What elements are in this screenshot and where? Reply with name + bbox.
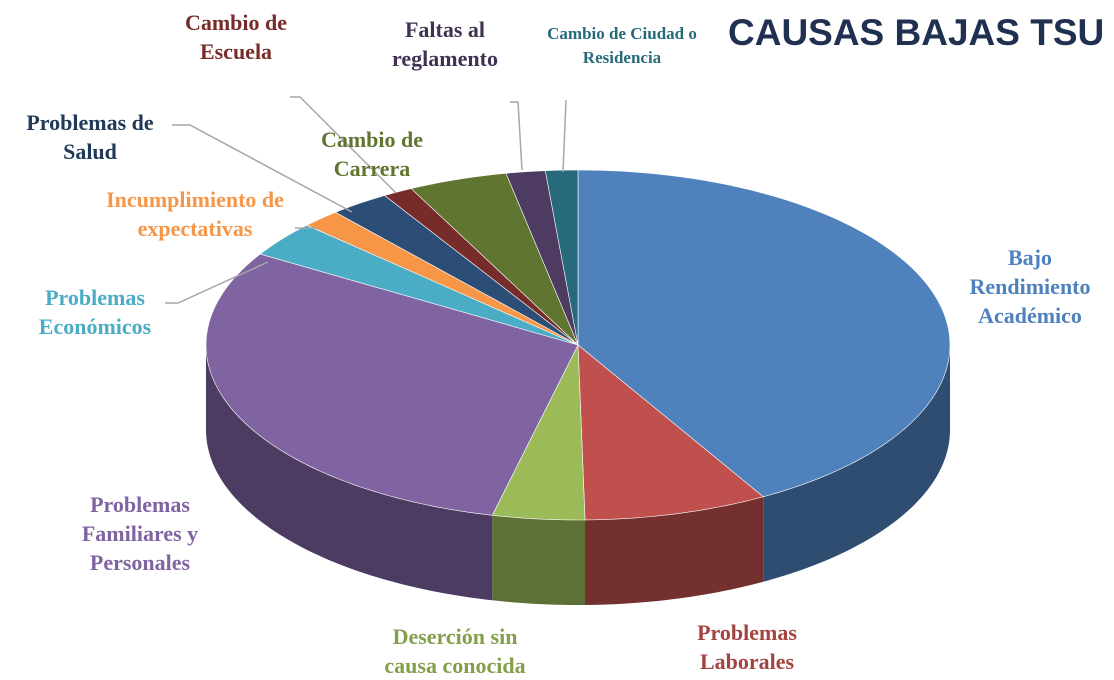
slice-label: Problemas Económicos	[38, 285, 152, 339]
slice-label: Deserción sin causa conocida	[384, 624, 526, 678]
slice	[491, 343, 586, 521]
slice	[505, 170, 579, 346]
leader-line	[165, 261, 269, 304]
slice-side	[492, 515, 586, 605]
slice-side	[206, 345, 493, 601]
slice	[577, 344, 764, 521]
leader-line	[510, 101, 523, 171]
leader-line	[172, 124, 353, 213]
slice	[544, 169, 579, 346]
slice-side	[763, 345, 950, 582]
slice-label: Faltas al reglamento	[392, 17, 498, 71]
slice-side	[585, 496, 764, 605]
chart-title: CAUSAS BAJAS TSU	[728, 12, 1105, 53]
slice-label: Cambio de Carrera	[320, 127, 424, 181]
slice-label: Problemas Laborales	[697, 620, 797, 674]
slice-label: Incumplimiento de expectativas	[106, 187, 284, 241]
slice	[205, 253, 579, 516]
leader-line	[562, 99, 567, 173]
leader-line	[290, 96, 397, 194]
slice	[306, 211, 579, 346]
slice	[410, 172, 579, 346]
slice	[383, 188, 579, 346]
slice-label: Bajo Rendimiento Académico	[969, 245, 1091, 328]
slice-label: Problemas de Salud	[26, 110, 154, 164]
slice	[577, 169, 951, 498]
slice	[334, 195, 579, 346]
slice-label: Problemas Familiares y Personales	[81, 492, 199, 575]
slice-label: Cambio de Escuela	[184, 10, 288, 64]
slice-label: Cambio de Ciudad o Residencia	[547, 24, 697, 67]
